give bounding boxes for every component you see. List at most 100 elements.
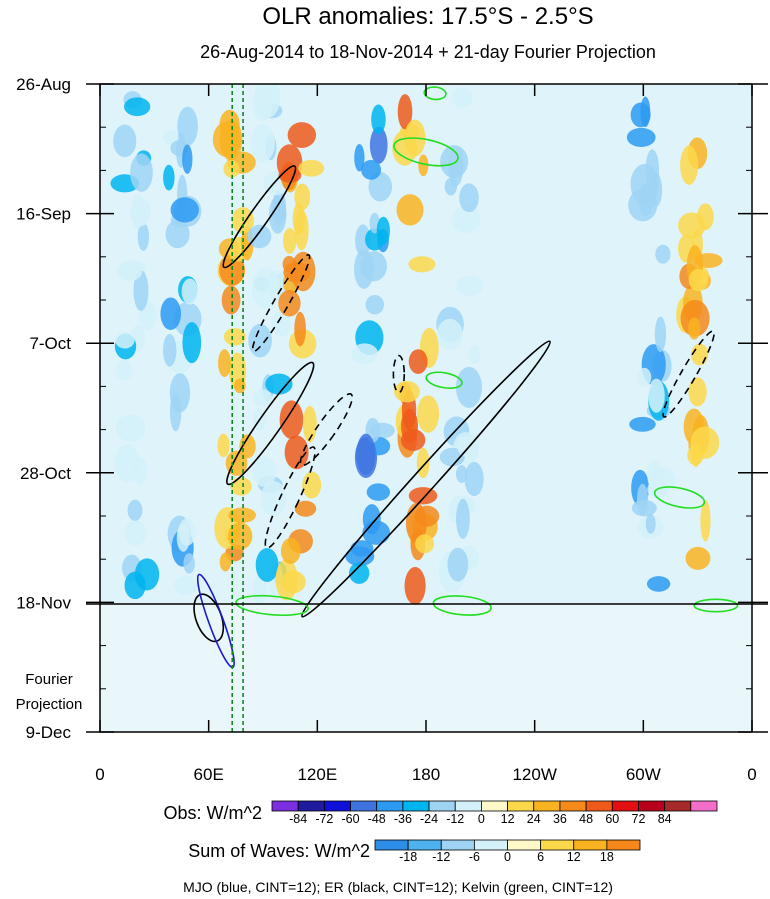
kelvin-contour	[693, 598, 739, 613]
anomaly-cell	[691, 343, 709, 366]
plot-area	[100, 84, 752, 732]
anomaly-cell	[456, 498, 470, 539]
anomaly-cell	[302, 405, 317, 443]
anomaly-cell	[464, 461, 484, 497]
waves-colorbar-label: Sum of Waves: W/m^2	[188, 841, 370, 861]
anomaly-cell	[252, 389, 272, 407]
anomaly-cell	[160, 297, 182, 330]
anomaly-cell	[688, 268, 709, 292]
x-tick-label: 60E	[194, 765, 224, 784]
anomaly-cell	[354, 249, 374, 289]
y-tick-label: 26-Aug	[16, 75, 71, 94]
anomaly-cell	[645, 149, 660, 190]
anomaly-cell	[221, 285, 241, 315]
anomaly-cell	[283, 262, 311, 283]
anomaly-cell	[234, 378, 246, 394]
anomaly-cell	[369, 126, 388, 164]
anomaly-cell	[348, 562, 370, 584]
anomaly-cell	[350, 540, 374, 557]
waves-colorbar-swatch	[507, 839, 542, 851]
waves-colorbar-swatch	[573, 839, 608, 851]
anomaly-cell	[176, 523, 190, 552]
y-tick-label: 28-Oct	[20, 464, 71, 483]
anomaly-cell	[455, 275, 484, 296]
obs-colorbar-swatch	[507, 800, 535, 812]
x-tick-label: 60W	[626, 765, 661, 784]
obs-colorbar-tick-label: -60	[341, 812, 359, 826]
anomaly-cell	[162, 129, 179, 146]
anomaly-cell	[218, 349, 231, 378]
anomaly-cell	[640, 96, 651, 128]
anomaly-cell	[279, 400, 304, 439]
anomaly-cell	[177, 106, 198, 146]
anomaly-cell	[174, 575, 198, 596]
anomaly-cell	[444, 177, 458, 196]
anomaly-cell	[404, 566, 426, 605]
anomaly-cell	[648, 378, 665, 413]
anomaly-cell	[418, 154, 429, 177]
anomaly-cell	[436, 318, 463, 350]
obs-colorbar-swatch	[585, 800, 613, 812]
anomaly-cell	[228, 522, 253, 550]
er-contour	[299, 393, 354, 467]
anomaly-cell	[124, 97, 151, 117]
anomaly-cell	[688, 377, 707, 407]
obs-colorbar-swatch	[559, 800, 587, 812]
anomaly-cell	[255, 548, 279, 582]
anomaly-cell	[163, 164, 175, 191]
anomaly-cell	[394, 380, 420, 403]
obs-colorbar-tick-label: -12	[446, 812, 464, 826]
x-axis-labels: 0 60E 120E 180 120W 60W 0	[95, 765, 756, 784]
anomaly-bands	[110, 84, 723, 605]
anomaly-cell	[690, 426, 720, 459]
anomaly-cell	[440, 145, 469, 179]
anomaly-cell	[250, 123, 275, 162]
waves-colorbar-tick-label: 18	[600, 850, 614, 864]
anomaly-cell	[228, 507, 257, 523]
obs-colorbar-tick-label: -84	[289, 812, 307, 826]
anomaly-cell	[182, 144, 193, 174]
anomaly-cell	[629, 416, 656, 432]
x-tick-label: 0	[747, 765, 756, 784]
anomaly-cell	[280, 537, 301, 564]
anomaly-cell	[170, 197, 199, 223]
waves-colorbar-tick-label: -6	[469, 850, 480, 864]
obs-colorbar-swatch	[402, 800, 430, 812]
chart-subtitle: 26-Aug-2014 to 18-Nov-2014 + 21-day Four…	[200, 42, 656, 62]
obs-colorbar-swatch	[428, 800, 456, 812]
anomaly-cell	[354, 143, 365, 172]
anomaly-cell	[302, 471, 322, 499]
anomaly-cell	[365, 295, 385, 315]
anomaly-cell	[362, 520, 391, 545]
anomaly-cell	[408, 487, 438, 505]
anomaly-cell	[169, 373, 191, 413]
waves-colorbar-swatch	[440, 839, 475, 851]
er-contour	[662, 330, 715, 418]
anomaly-cell	[127, 499, 143, 521]
anomaly-cell	[124, 519, 147, 546]
anomaly-cell	[165, 220, 190, 249]
obs-colorbar-tick-label: 48	[579, 812, 593, 826]
anomaly-cell	[414, 505, 440, 527]
chart-title: OLR anomalies: 17.5°S - 2.5°S	[262, 3, 593, 30]
anomaly-cell	[113, 124, 137, 158]
waves-colorbar-tick-label: -12	[432, 850, 450, 864]
anomaly-cell	[230, 477, 252, 496]
obs-colorbar-swatch	[611, 800, 639, 812]
anomaly-cell	[455, 465, 468, 483]
anomaly-cell	[439, 447, 465, 467]
anomaly-cell	[265, 373, 293, 395]
waves-colorbar-swatch	[540, 839, 575, 851]
anomaly-cell	[219, 552, 232, 572]
anomaly-cell	[287, 122, 317, 148]
waves-colorbar-tick-label: -18	[399, 850, 417, 864]
obs-colorbar-swatch	[664, 800, 692, 812]
anomaly-cell	[260, 481, 287, 517]
anomaly-cell	[396, 194, 424, 226]
anomaly-cell	[294, 183, 311, 211]
obs-colorbar-swatch	[481, 800, 508, 812]
kelvin-contour	[393, 137, 459, 167]
anomaly-cell	[294, 500, 317, 517]
anomaly-cell	[688, 317, 701, 340]
